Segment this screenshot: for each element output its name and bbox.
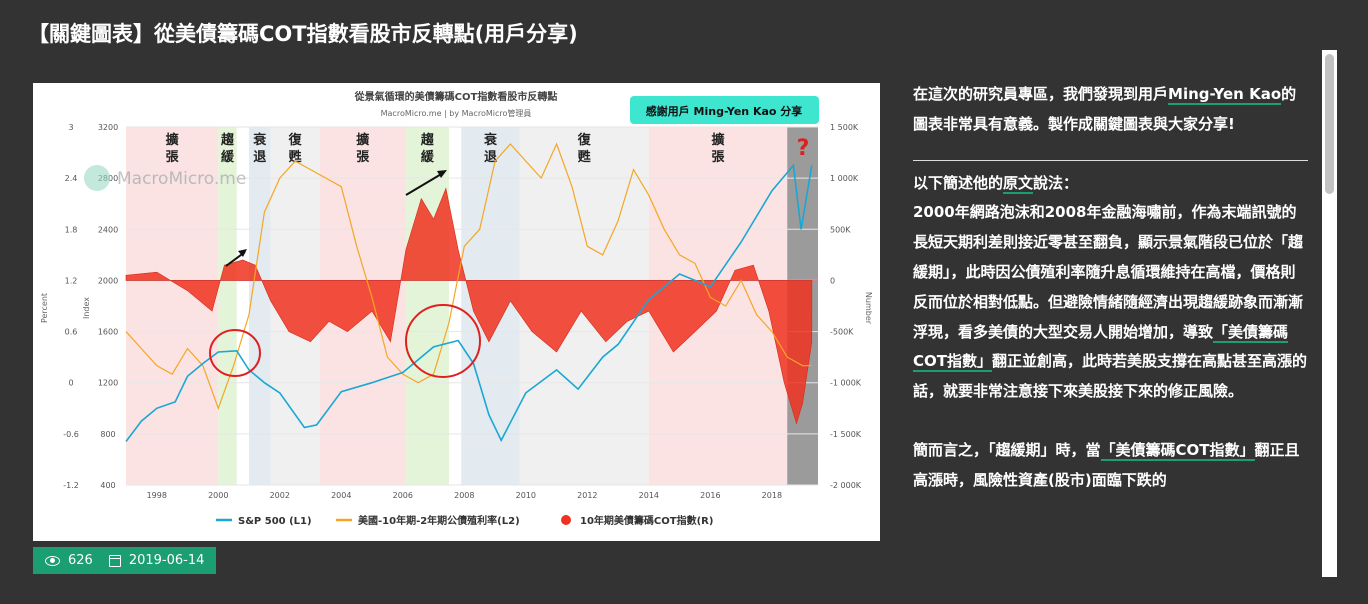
scrollbar-thumb[interactable]: [1325, 54, 1334, 194]
left1-tick-4: 0.6: [65, 328, 78, 337]
annotation-circle-2007: [405, 304, 481, 378]
phase-label-8-1: 張: [712, 150, 726, 165]
left2-tick-2: 2400: [98, 225, 118, 234]
article-paragraph-body: 2000年網路泡沫和2008年金融海嘯前，作為末端訊號的長短天期利差則接近零甚至…: [913, 203, 1308, 401]
left1-tick-2: 1.8: [65, 225, 78, 234]
phase-label-1-0: 趨: [220, 132, 235, 148]
article-body: 在這次的研究員專區，我們發現到用戶Ming-Yen Kao的圖表非常具有意義。製…: [913, 80, 1308, 577]
article-paragraph-summary-intro: 以下簡述他的原文說法：: [913, 173, 1079, 194]
x-tick-0: 1998: [147, 491, 167, 500]
phase-band-2: [249, 127, 271, 485]
divider: [913, 159, 1308, 161]
phase-label-4-0: 擴: [356, 132, 369, 148]
phase-label-7-0: 復: [577, 132, 592, 148]
left1-tick-7: -1.2: [63, 481, 79, 490]
date-value: 2019-06-14: [128, 553, 205, 568]
views-value: 626: [68, 553, 93, 568]
x-tick-2: 2002: [270, 491, 290, 500]
phase-label-0-0: 擴: [166, 132, 179, 148]
phase-band-0: [126, 127, 219, 485]
article-paragraph-intro: 在這次的研究員專區，我們發現到用戶Ming-Yen Kao的圖表非常具有意義。製…: [913, 85, 1297, 133]
post-meta-bar: 626 2019-06-14: [33, 547, 217, 574]
arrow-head-1: [238, 249, 247, 257]
cot-index-link-2[interactable]: 「美債籌碼COT指數」: [1100, 440, 1255, 461]
spread-series-line: [125, 142, 812, 411]
legend-swatch-2: [561, 515, 571, 525]
left2-tick-0: 3200: [98, 123, 118, 132]
chart-watermark: MacroMicro.me: [117, 169, 246, 189]
calendar-icon: [108, 554, 121, 567]
chart-subtitle: MacroMicro.me | by MacroMicro管理員: [381, 108, 532, 118]
right-tick-5: -1 000K: [830, 379, 862, 388]
views-count: 626: [45, 553, 93, 568]
right-tick-2: 500K: [830, 225, 851, 234]
legend-label-2: 10年期美債籌碼COT指數(R): [580, 514, 713, 527]
x-tick-3: 2004: [331, 491, 351, 500]
left1-axis-label: Percent: [40, 293, 49, 323]
right-axis-label: Number: [864, 292, 873, 325]
left1-tick-5: 0: [68, 379, 73, 388]
phase-label-2-1: 退: [253, 150, 266, 165]
phase-label-4-1: 張: [356, 150, 370, 165]
left2-tick-7: 400: [100, 481, 115, 490]
right-tick-1: 1 000K: [830, 174, 859, 183]
original-link[interactable]: 原文: [1003, 173, 1034, 194]
publish-date: 2019-06-14: [103, 553, 205, 568]
phase-label-6-1: 退: [484, 150, 497, 165]
left2-tick-5: 1200: [98, 379, 118, 388]
left2-tick-3: 2000: [98, 276, 118, 285]
x-tick-7: 2012: [577, 491, 597, 500]
phase-label-7-1: 甦: [578, 150, 592, 165]
x-tick-9: 2016: [700, 491, 720, 500]
legend-label-1: 美國-10年期-2年期公債殖利率(L2): [358, 514, 520, 527]
question-mark: ?: [797, 136, 810, 161]
page-title: 【關鍵圖表】從美債籌碼COT指數看股市反轉點(用戶分享): [28, 22, 578, 46]
user-link[interactable]: Ming-Yen Kao: [1168, 85, 1282, 105]
x-tick-8: 2014: [639, 491, 659, 500]
x-tick-10: 2018: [762, 491, 782, 500]
right-tick-0: 1 500K: [830, 123, 859, 132]
left1-tick-0: 3: [68, 123, 73, 132]
x-tick-4: 2006: [393, 491, 413, 500]
annotation-circle-2000: [209, 329, 261, 377]
article-paragraph-conclusion: 簡而言之，「趨緩期」時，當「美債籌碼COT指數」翻正且高漲時，風險性資產(股市)…: [913, 440, 1300, 489]
phase-label-5-1: 緩: [421, 149, 435, 165]
arrow-head-2: [437, 170, 447, 178]
phase-label-3-0: 復: [288, 132, 303, 148]
phase-label-6-0: 衰: [483, 132, 498, 148]
credit-badge-text: 感謝用戶 Ming-Yen Kao 分享: [646, 104, 803, 118]
phase-label-2-0: 衰: [252, 132, 267, 148]
right-tick-7: -2 000K: [830, 481, 862, 490]
phase-label-5-0: 趨: [420, 132, 435, 148]
chart-title: 從景氣循環的美債籌碼COT指數看股市反轉點: [354, 90, 558, 103]
arrow-line-2: [405, 172, 444, 196]
watermark-logo-icon: [84, 165, 110, 191]
left1-tick-3: 1.2: [65, 276, 78, 285]
x-tick-1: 2000: [208, 491, 228, 500]
right-tick-4: -500K: [830, 328, 854, 337]
phase-label-0-1: 張: [166, 150, 180, 165]
x-tick-6: 2010: [516, 491, 536, 500]
eye-icon: [45, 555, 60, 566]
left1-tick-1: 2.4: [65, 174, 78, 183]
left1-tick-6: -0.6: [63, 430, 79, 439]
phase-label-1-1: 緩: [221, 149, 235, 165]
left2-tick-4: 1600: [98, 328, 118, 337]
left2-tick-6: 800: [100, 430, 115, 439]
phase-label-8-0: 擴: [712, 132, 725, 148]
legend-label-0: S&P 500 (L1): [238, 516, 312, 527]
right-tick-3: 0: [830, 276, 835, 285]
credit-badge-bg: [630, 96, 819, 124]
left2-axis-label: Index: [82, 297, 91, 319]
x-tick-5: 2008: [454, 491, 474, 500]
cot-index-link[interactable]: 「美債籌碼COT指數」: [913, 322, 1289, 373]
phase-label-3-1: 甦: [289, 150, 303, 165]
right-tick-6: -1 500K: [830, 430, 862, 439]
